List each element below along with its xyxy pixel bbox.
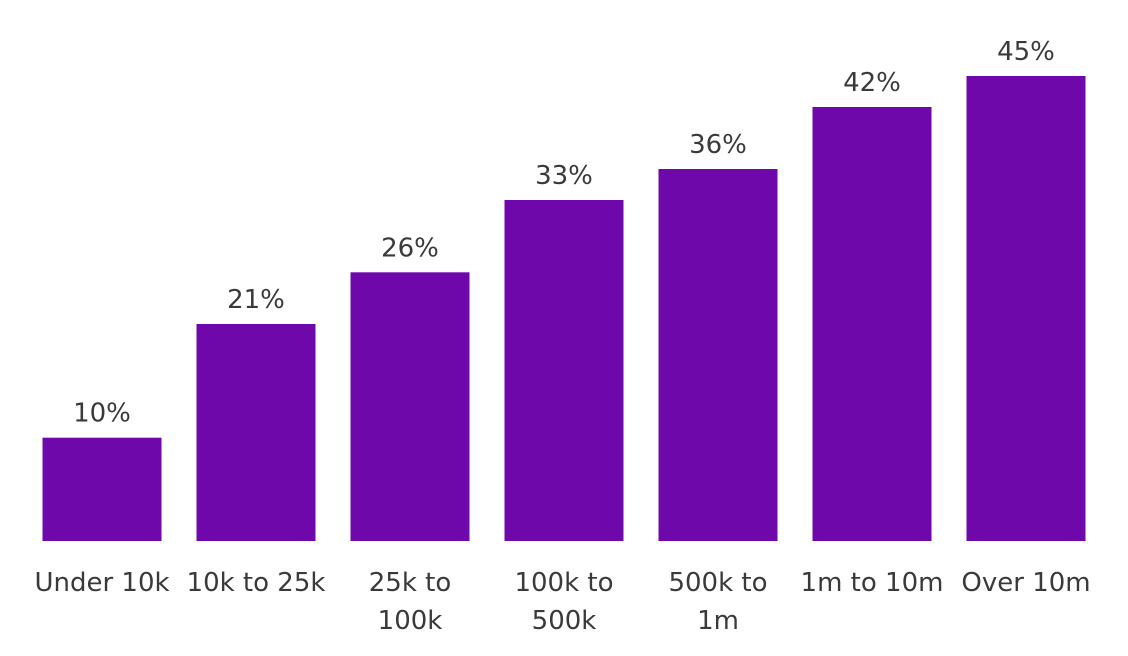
bar-3 [350,272,470,541]
value-label-3: 26% [381,233,439,263]
category-label-line: 1m [697,606,739,636]
bar-6 [812,107,932,541]
value-label-5: 36% [689,130,747,160]
category-label-2: 10k to 25k [187,568,326,598]
category-label-line: 100k to [514,568,613,598]
category-label-line: 25k to [369,568,452,598]
category-label-6: 1m to 10m [801,568,944,598]
category-label-7: Over 10m [961,568,1090,598]
category-label-line: 500k to [668,568,767,598]
bar-4 [504,200,624,541]
bar-1 [42,437,162,541]
value-label-6: 42% [843,68,901,98]
category-label-line: Under 10k [34,568,169,598]
bar-5 [658,169,778,541]
category-label-line: 1m to 10m [801,568,944,598]
category-label-5: 500k to 1m [668,568,767,636]
value-label-1: 10% [73,399,131,429]
value-label-2: 21% [227,285,285,315]
category-labels-layer: Under 10k 10k to 25k 25k to 100k 100k to 500k… [34,568,1090,636]
value-labels-layer: 10% 21% 26% 33% 36% 42% 45% [73,37,1055,429]
category-label-3: 25k to 100k [369,568,452,636]
category-label-line: Over 10m [961,568,1090,598]
category-label-line: 500k [532,606,597,636]
category-label-line: 100k [378,606,443,636]
bar-2 [196,324,316,541]
category-label-line: 10k to 25k [187,568,326,598]
bars-layer [42,76,1086,541]
value-label-4: 33% [535,161,593,191]
category-label-4: 100k to 500k [514,568,613,636]
value-label-7: 45% [997,37,1055,67]
bar-7 [966,76,1086,541]
category-label-1: Under 10k [34,568,169,598]
